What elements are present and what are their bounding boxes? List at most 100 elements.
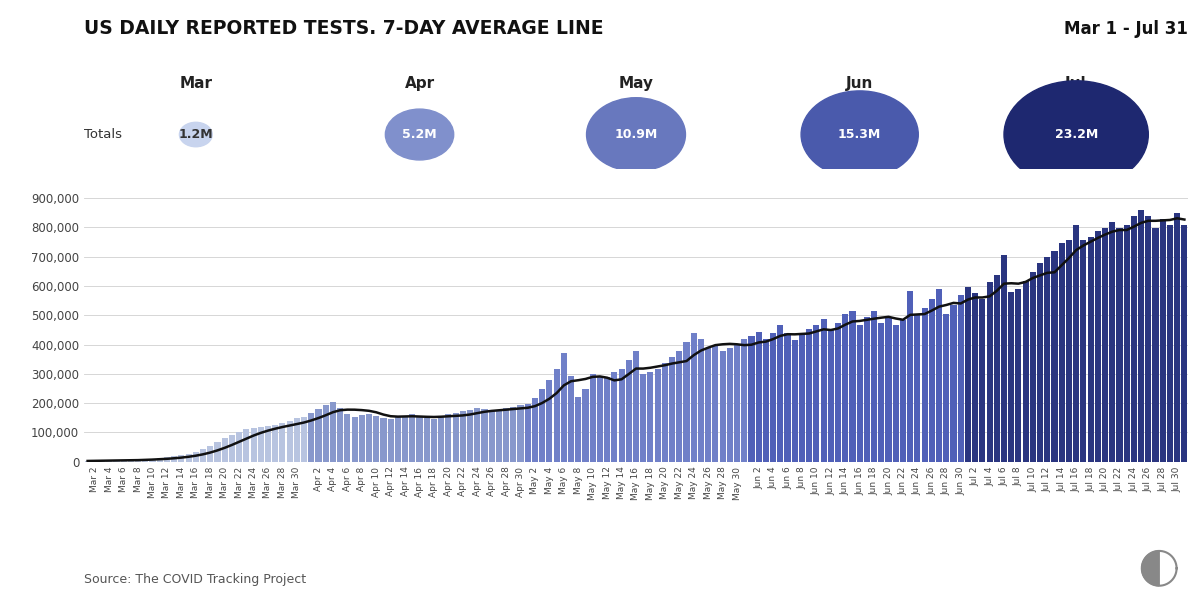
Bar — [186, 453, 192, 462]
Bar — [532, 398, 538, 462]
Bar — [907, 291, 913, 462]
Bar — [799, 333, 805, 462]
Bar — [842, 314, 848, 462]
Text: 10.9M: 10.9M — [614, 128, 658, 141]
Bar — [878, 323, 884, 462]
Bar — [84, 461, 91, 462]
Text: Source: The COVID Tracking Project: Source: The COVID Tracking Project — [84, 573, 306, 586]
Bar — [344, 414, 350, 462]
Polygon shape — [1141, 551, 1159, 585]
Bar — [337, 407, 343, 462]
Bar — [244, 429, 250, 462]
Bar — [460, 411, 466, 462]
Bar — [749, 336, 755, 462]
Bar — [850, 311, 856, 462]
Text: Mar: Mar — [179, 76, 212, 91]
Bar — [416, 416, 422, 462]
Bar — [301, 417, 307, 462]
Bar — [179, 455, 185, 462]
Bar — [886, 317, 892, 462]
Bar — [272, 425, 278, 462]
Bar — [91, 461, 98, 462]
Bar — [814, 324, 820, 462]
Bar — [785, 333, 791, 462]
Bar — [1166, 225, 1174, 462]
Bar — [763, 339, 769, 462]
Text: 5.2M: 5.2M — [402, 128, 437, 141]
Bar — [128, 460, 134, 462]
Text: 1.2M: 1.2M — [179, 128, 214, 141]
Bar — [1008, 292, 1014, 462]
Bar — [929, 299, 935, 462]
Bar — [308, 413, 314, 462]
Bar — [727, 348, 733, 462]
Bar — [316, 409, 322, 462]
Bar — [1174, 213, 1181, 462]
Bar — [1130, 216, 1136, 462]
Bar — [208, 446, 214, 462]
Bar — [871, 311, 877, 462]
Ellipse shape — [1004, 81, 1148, 188]
Bar — [575, 397, 581, 462]
Bar — [618, 369, 625, 462]
Bar — [900, 320, 906, 462]
Bar — [323, 406, 329, 462]
Bar — [1145, 216, 1151, 462]
Bar — [589, 374, 595, 462]
Bar — [517, 405, 523, 462]
Bar — [596, 377, 602, 462]
Bar — [236, 432, 242, 462]
Bar — [806, 329, 812, 462]
Bar — [106, 461, 113, 462]
Bar — [553, 369, 559, 462]
Bar — [488, 411, 494, 462]
Bar — [742, 339, 748, 462]
Text: 23.2M: 23.2M — [1055, 128, 1098, 141]
Bar — [424, 417, 430, 462]
Ellipse shape — [802, 91, 918, 178]
Bar — [713, 345, 719, 462]
Bar — [986, 282, 992, 462]
Bar — [661, 363, 668, 462]
Bar — [193, 452, 199, 462]
Bar — [958, 295, 964, 462]
Bar — [893, 326, 899, 462]
Bar — [352, 417, 358, 462]
Text: Jun: Jun — [846, 76, 874, 91]
Text: 15.3M: 15.3M — [838, 128, 881, 141]
Bar — [914, 314, 920, 462]
Bar — [1181, 225, 1188, 462]
Text: Totals: Totals — [84, 128, 122, 141]
Bar — [215, 442, 221, 462]
Bar — [1152, 228, 1158, 462]
Bar — [121, 460, 127, 462]
Bar — [1102, 228, 1108, 462]
Bar — [98, 461, 106, 462]
Bar — [684, 342, 690, 462]
Bar — [792, 340, 798, 462]
Text: Jul: Jul — [1066, 76, 1087, 91]
Bar — [496, 410, 502, 462]
Bar — [438, 417, 444, 462]
Bar — [265, 426, 271, 462]
Bar — [864, 317, 870, 462]
Bar — [359, 416, 365, 462]
Bar — [640, 374, 647, 462]
Bar — [229, 435, 235, 462]
Bar — [936, 289, 942, 462]
Bar — [1138, 210, 1144, 462]
Bar — [200, 449, 206, 462]
Bar — [510, 407, 516, 462]
Text: Mar 1 - Jul 31: Mar 1 - Jul 31 — [1064, 21, 1188, 38]
Text: US DAILY REPORTED TESTS. 7-DAY AVERAGE LINE: US DAILY REPORTED TESTS. 7-DAY AVERAGE L… — [84, 20, 604, 38]
Bar — [330, 402, 336, 462]
Bar — [467, 410, 473, 462]
Bar — [1159, 219, 1166, 462]
Bar — [380, 418, 386, 462]
Bar — [222, 438, 228, 462]
Bar — [604, 377, 611, 462]
Bar — [654, 369, 661, 462]
Bar — [136, 459, 142, 462]
Ellipse shape — [587, 98, 685, 171]
Bar — [150, 459, 156, 462]
